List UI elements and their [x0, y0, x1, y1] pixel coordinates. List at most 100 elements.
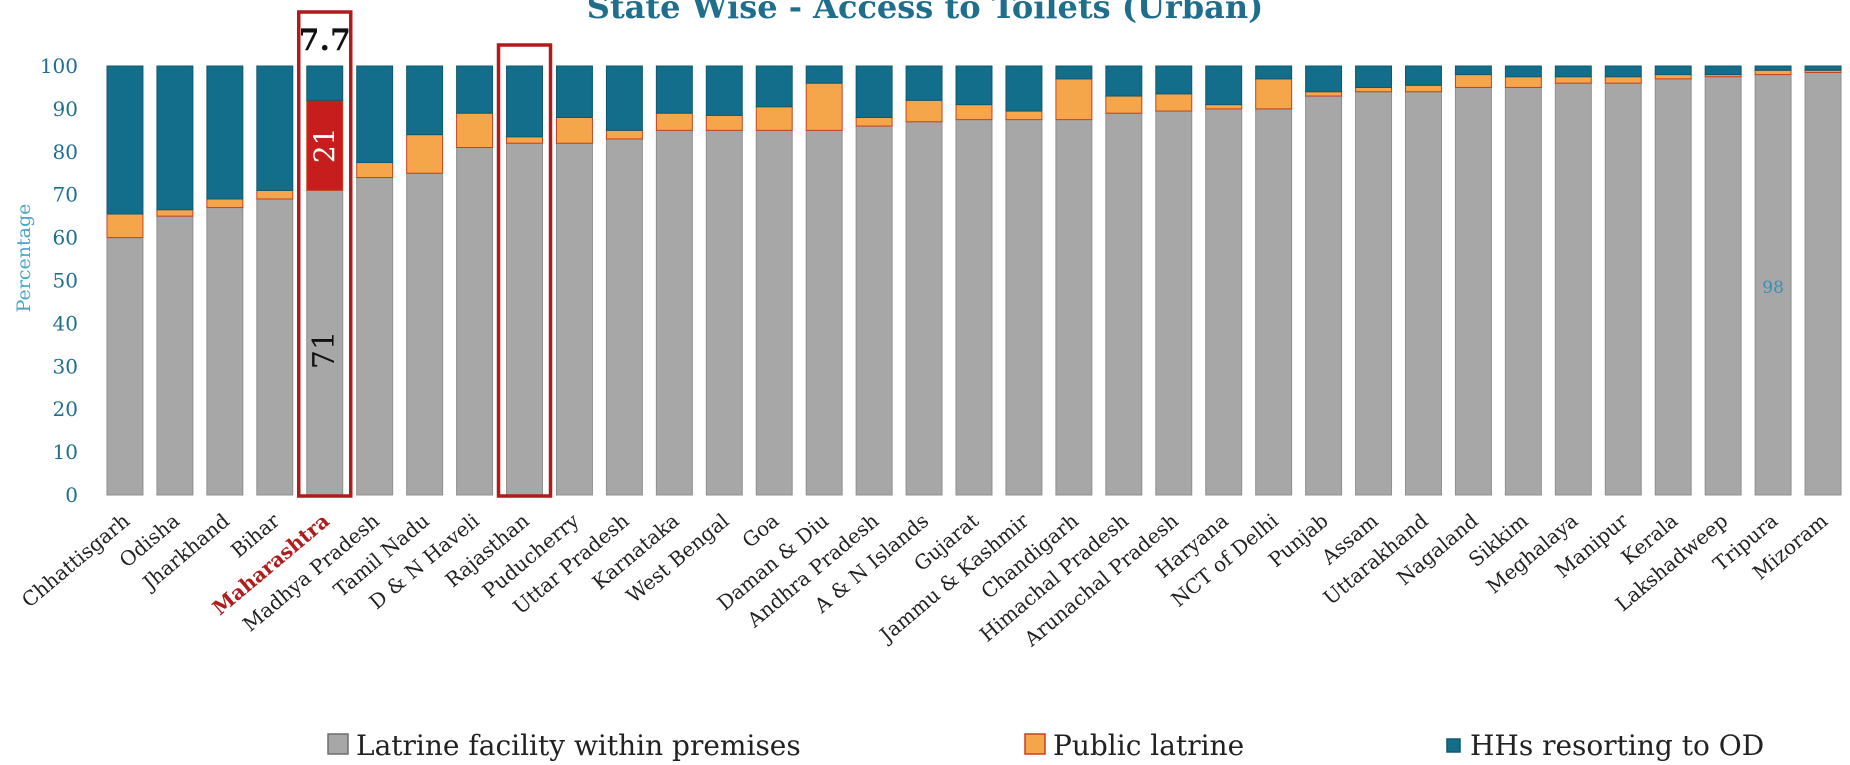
bar-tripura-public-latrine — [1754, 69, 1792, 76]
legend-label-hhs-resorting-to-od: HHs resorting to OD — [1470, 729, 1764, 762]
bar-gujarat-hhs-resorting-to-od — [955, 65, 993, 106]
bar-nct-of-delhi-latrine-facility-within-premises — [1255, 108, 1293, 496]
bar-tamil-nadu-latrine-facility-within-premises — [406, 172, 444, 496]
bar-puducherry-hhs-resorting-to-od — [555, 65, 593, 118]
bar-himachal-pradesh-hhs-resorting-to-od — [1105, 65, 1143, 97]
bar-tripura-latrine-facility-within-premises — [1754, 74, 1792, 496]
data-label-maharashtra-latrine-facility-within-premises: 71 — [307, 331, 342, 369]
bar-assam-hhs-resorting-to-od — [1355, 65, 1393, 88]
bar-andhra-pradesh-latrine-facility-within-premises — [855, 125, 893, 496]
bar-bihar-hhs-resorting-to-od — [256, 65, 294, 191]
y-tick-label-20: 20 — [53, 397, 78, 421]
bar-chhattisgarh-hhs-resorting-to-od — [106, 65, 144, 215]
bar-kerala-hhs-resorting-to-od — [1654, 65, 1692, 76]
bar-goa-public-latrine — [755, 106, 793, 131]
data-labels: 7.7 21 71 98 — [299, 23, 1784, 369]
bar-andhra-pradesh-public-latrine — [855, 116, 893, 127]
bar-uttarakhand-latrine-facility-within-premises — [1405, 91, 1442, 496]
y-tick-label-70: 70 — [53, 183, 78, 207]
bar-daman-and-diu-hhs-resorting-to-od — [805, 65, 843, 84]
bar-punjab-hhs-resorting-to-od — [1305, 65, 1343, 93]
x-label-chhattisgarh: Chhattisgarh — [17, 508, 134, 612]
bar-uttarakhand-hhs-resorting-to-od — [1405, 65, 1442, 86]
bar-odisha-latrine-facility-within-premises — [156, 215, 194, 496]
bar-gujarat-latrine-facility-within-premises — [955, 119, 993, 496]
bar-jharkhand-hhs-resorting-to-od — [206, 65, 244, 200]
bar-puducherry-latrine-facility-within-premises — [555, 142, 593, 496]
bar-madhya-pradesh-public-latrine — [356, 162, 394, 179]
y-tick-label-50: 50 — [53, 269, 78, 293]
y-tick-label-10: 10 — [53, 440, 78, 464]
bar-west-bengal-hhs-resorting-to-od — [705, 65, 743, 116]
bar-tamil-nadu-public-latrine — [406, 134, 444, 174]
bar-jharkhand-latrine-facility-within-premises — [206, 207, 244, 496]
bar-rajasthan-public-latrine — [506, 136, 543, 144]
bar-rajasthan-latrine-facility-within-premises — [506, 142, 543, 496]
bar-meghalaya-public-latrine — [1554, 76, 1592, 84]
y-tick-label-0: 0 — [65, 483, 78, 507]
legend-label-public-latrine: Public latrine — [1053, 729, 1244, 762]
bar-west-bengal-latrine-facility-within-premises — [705, 129, 743, 496]
bar-kerala-public-latrine — [1654, 74, 1692, 80]
bar-andhra-pradesh-hhs-resorting-to-od — [855, 65, 893, 118]
y-axis-label: Percentage — [13, 204, 35, 313]
bar-meghalaya-hhs-resorting-to-od — [1554, 65, 1592, 78]
bar-d-and-n-haveli-hhs-resorting-to-od — [456, 65, 494, 114]
bar-himachal-pradesh-public-latrine — [1105, 95, 1143, 114]
bar-chhattisgarh-latrine-facility-within-premises — [106, 237, 144, 496]
bar-chandigarh-hhs-resorting-to-od — [1055, 65, 1093, 80]
bar-manipur-hhs-resorting-to-od — [1604, 65, 1642, 78]
legend-swatch-public-latrine — [1024, 733, 1046, 755]
bar-sikkim-latrine-facility-within-premises — [1504, 86, 1542, 496]
y-tick-label-100: 100 — [40, 54, 78, 78]
bar-lakshadweep-latrine-facility-within-premises — [1704, 76, 1742, 496]
bar-gujarat-public-latrine — [955, 104, 993, 121]
bar-himachal-pradesh-latrine-facility-within-premises — [1105, 112, 1143, 496]
y-axis-ticks: 0 10 20 30 40 50 60 70 80 90 100 — [40, 54, 78, 507]
bar-madhya-pradesh-latrine-facility-within-premises — [356, 177, 394, 496]
bar-nct-of-delhi-public-latrine — [1255, 78, 1293, 110]
legend-swatch-hhs-resorting-to-od — [1446, 738, 1461, 753]
bar-assam-latrine-facility-within-premises — [1355, 91, 1393, 496]
bar-maharashtra-latrine-facility-within-premises — [306, 189, 344, 496]
bar-odisha-public-latrine — [156, 209, 194, 217]
bar-goa-latrine-facility-within-premises — [755, 129, 793, 496]
bar-d-and-n-haveli-public-latrine — [456, 112, 494, 149]
bar-madhya-pradesh-hhs-resorting-to-od — [356, 65, 394, 164]
bar-d-and-n-haveli-latrine-facility-within-premises — [456, 147, 494, 496]
bar-nct-of-delhi-hhs-resorting-to-od — [1255, 65, 1293, 80]
bar-arunachal-pradesh-latrine-facility-within-premises — [1155, 110, 1193, 496]
bar-karnataka-latrine-facility-within-premises — [655, 129, 693, 496]
bar-bihar-public-latrine — [256, 189, 294, 200]
bar-uttar-pradesh-hhs-resorting-to-od — [605, 65, 643, 131]
bar-maharashtra-public-latrine — [306, 99, 344, 191]
y-tick-label-90: 90 — [53, 97, 78, 121]
bar-a-and-n-islands-public-latrine — [905, 99, 943, 123]
bar-mizoram-hhs-resorting-to-od — [1804, 65, 1842, 71]
y-tick-label-40: 40 — [53, 311, 78, 335]
bar-bihar-latrine-facility-within-premises — [256, 198, 294, 496]
bar-meghalaya-latrine-facility-within-premises — [1554, 82, 1592, 496]
bar-sikkim-public-latrine — [1504, 76, 1542, 88]
bar-punjab-public-latrine — [1305, 91, 1343, 97]
data-label-maharashtra-hhs-resorting-to-od: 7.7 — [299, 23, 351, 58]
bar-chandigarh-public-latrine — [1055, 78, 1093, 121]
bar-daman-and-diu-latrine-facility-within-premises — [805, 129, 843, 496]
bar-manipur-public-latrine — [1604, 76, 1642, 84]
bar-nagaland-public-latrine — [1454, 74, 1492, 88]
bar-chhattisgarh-public-latrine — [106, 213, 144, 239]
data-label-maharashtra-public-latrine: 21 — [308, 128, 341, 164]
bar-haryana-hhs-resorting-to-od — [1205, 65, 1243, 106]
bar-daman-and-diu-public-latrine — [805, 82, 843, 131]
y-tick-label-30: 30 — [53, 354, 78, 378]
bar-karnataka-public-latrine — [655, 112, 693, 131]
bar-kerala-latrine-facility-within-premises — [1654, 78, 1692, 496]
bar-a-and-n-islands-latrine-facility-within-premises — [905, 121, 943, 496]
bar-nagaland-latrine-facility-within-premises — [1454, 86, 1492, 496]
bar-tamil-nadu-hhs-resorting-to-od — [406, 65, 444, 136]
bar-puducherry-public-latrine — [555, 116, 593, 144]
bar-goa-hhs-resorting-to-od — [755, 65, 793, 108]
data-label-tripura-latrine-facility-within-premises: 98 — [1762, 278, 1784, 298]
bar-jammu-and-kashmir-hhs-resorting-to-od — [1005, 65, 1043, 112]
